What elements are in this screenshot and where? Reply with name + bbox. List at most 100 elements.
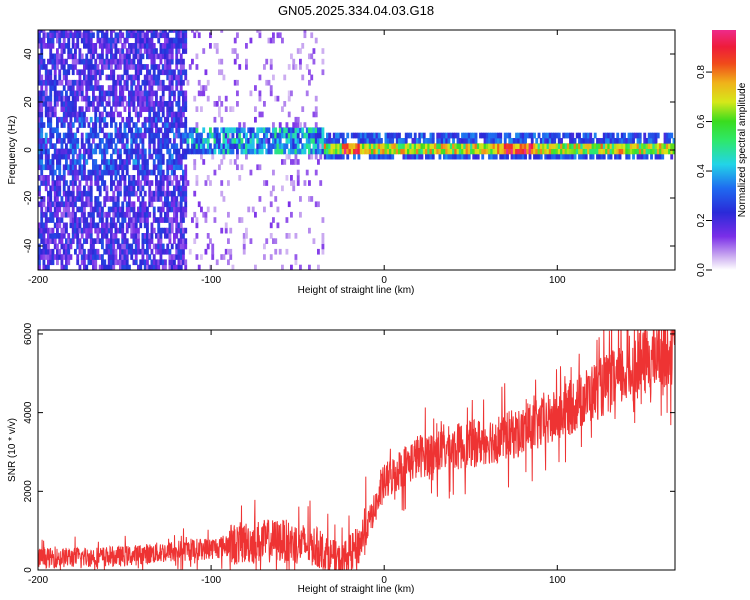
heatmap-cell [215,138,219,144]
heatmap-cell [58,190,62,197]
heatmap-cell [598,148,602,155]
heatmap-cell [625,143,629,149]
heatmap-cell [524,148,527,155]
heatmap-cell [515,143,518,149]
heatmap-cell [418,148,422,155]
heatmap-cell [193,211,197,218]
heatmap-cell [40,227,44,234]
heatmap-cell [393,148,397,155]
heatmap-cell [38,259,41,266]
heatmap-cell [103,264,107,270]
heatmap-cell [278,148,282,155]
heatmap-cell [107,169,111,176]
heatmap-cell [319,138,323,144]
heatmap-cell [105,243,109,250]
heatmap-cell [112,238,116,244]
heatmap-cell [148,211,152,218]
heatmap-cell [78,243,82,250]
heatmap-cell [431,132,435,139]
heatmap-cell [87,153,91,160]
heatmap-cell [58,159,62,165]
heatmap-cell [193,190,197,197]
heatmap-cell [78,79,82,86]
heatmap-cell [96,116,100,123]
heatmap-cell [96,227,100,234]
heatmap-cell [114,64,118,70]
heatmap-cell [148,143,152,149]
heatmap-cell [643,138,647,144]
heatmap-cell [157,196,161,202]
heatmap-cell [472,138,476,144]
heatmap-cell [175,122,179,128]
heatmap-cell [119,206,122,213]
heatmap-cell [283,132,287,139]
heatmap-cell [119,101,122,107]
heatmap-cell [130,148,134,155]
heatmap-cell [409,132,413,139]
heatmap-cell [263,138,266,144]
heatmap-cell [76,227,80,234]
heatmap-cell [103,58,107,65]
heatmap-cell [44,159,48,165]
heatmap-cell [92,248,95,255]
heatmap-cell [87,101,91,107]
heatmap-cell [251,132,255,139]
heatmap-cell [607,138,611,144]
heatmap-cell [116,127,120,134]
heatmap-cell [139,153,143,160]
heatmap-cell [611,138,615,144]
heatmap-cell [224,106,228,112]
heatmap-cell [112,43,116,49]
heatmap-cell [182,79,185,86]
heatmap-cell [150,106,154,112]
heatmap-cell [80,106,84,112]
heatmap-cell [350,148,354,155]
heatmap-cell [416,138,419,144]
heatmap-cell [287,153,291,160]
heatmap-cell [290,211,293,218]
heatmap-cell [65,201,68,208]
heatmap-cell [51,30,55,33]
heatmap-cell [314,127,318,134]
heatmap-cell [62,138,66,144]
heatmap-cell [112,148,116,155]
heatmap-cell [476,143,480,149]
heatmap-cell [49,248,53,255]
heatmap-cell [499,138,503,144]
heatmap-cell [89,243,93,250]
heatmap-cell [123,248,127,255]
heatmap-cell [38,185,41,192]
heatmap-cell [49,217,53,223]
heatmap-cell [105,217,109,223]
heatmap-cell [195,254,199,260]
heatmap-cell [112,217,116,223]
heatmap-cell [42,43,46,49]
heatmap-cell [215,43,219,49]
heatmap-cell [573,143,577,149]
heatmap-cell [128,243,131,250]
heatmap-cell [49,164,53,171]
heatmap-cell [416,143,419,149]
heatmap-cell [269,64,273,70]
heatmap-cell [231,143,235,149]
heatmap-cell [132,106,136,112]
heatmap-cell [69,217,73,223]
heatmap-cell [157,127,161,134]
heatmap-cell [202,143,206,149]
heatmap-cell [161,175,165,181]
heatmap-cell [562,143,566,149]
heatmap-cell [582,153,586,160]
heatmap-cell [146,64,149,70]
heatmap-cell [175,233,179,239]
heatmap-cell [195,233,199,239]
heatmap-cell [602,143,606,149]
heatmap-cell [130,30,134,33]
heatmap-cell [256,138,260,144]
heatmap-cell [249,132,253,139]
heatmap-cell [125,58,129,65]
heatmap-cell [65,211,68,218]
heatmap-cell [134,259,138,266]
heatmap-cell [398,138,401,144]
heatmap-cell [67,101,71,107]
heatmap-cell [65,164,68,171]
